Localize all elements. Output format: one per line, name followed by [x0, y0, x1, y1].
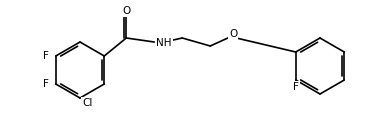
Text: F: F — [43, 51, 49, 61]
Text: O: O — [229, 29, 238, 39]
Text: F: F — [43, 79, 49, 89]
Text: Cl: Cl — [82, 98, 93, 108]
Text: F: F — [293, 82, 299, 92]
Text: NH: NH — [156, 38, 172, 48]
Text: O: O — [122, 6, 131, 16]
